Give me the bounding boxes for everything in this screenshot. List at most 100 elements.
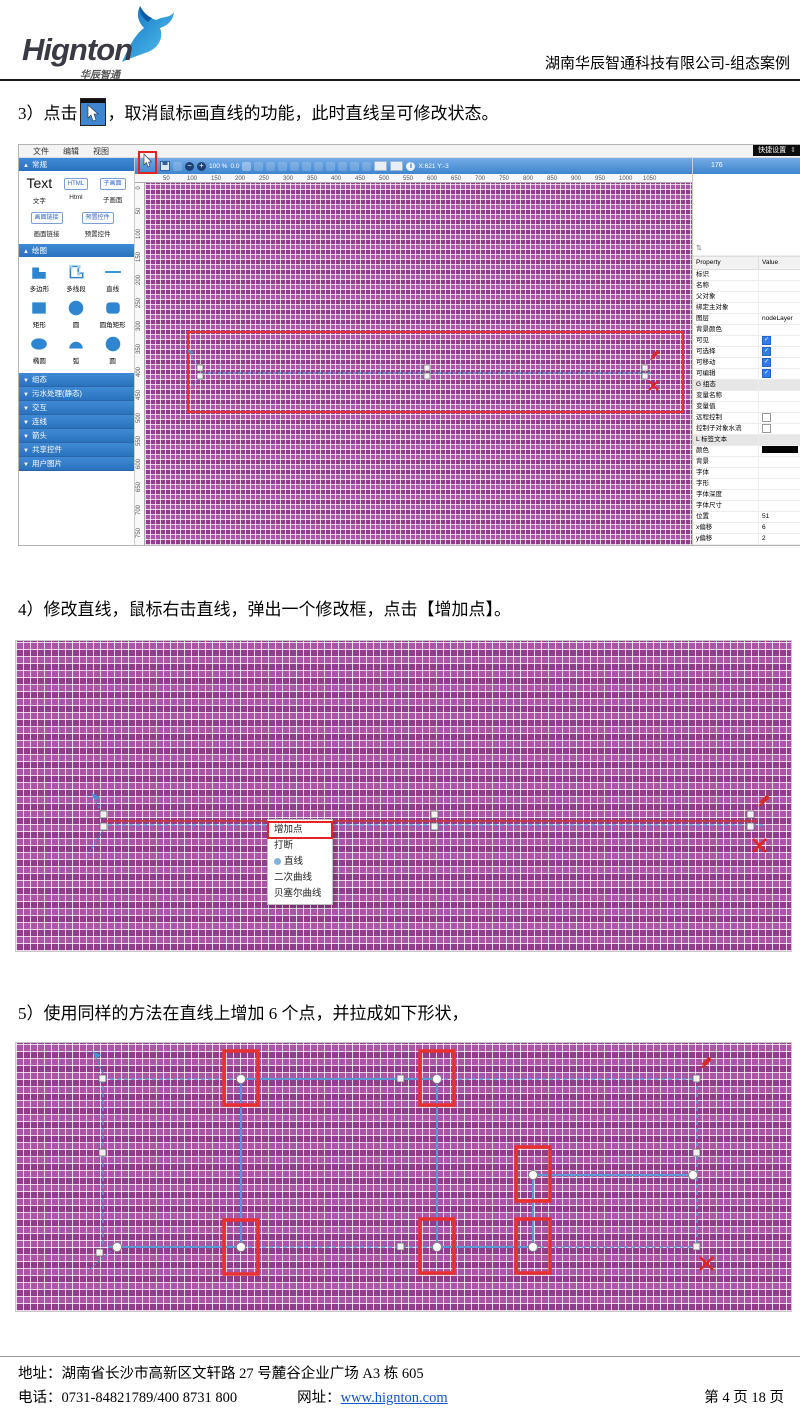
ruler-tick: 150 bbox=[211, 176, 222, 182]
website-link[interactable]: www.hignton.com bbox=[340, 1390, 448, 1406]
same-height-icon[interactable] bbox=[362, 161, 372, 171]
align-left-icon[interactable] bbox=[278, 161, 288, 171]
save-icon[interactable] bbox=[160, 161, 170, 171]
rect-icon bbox=[32, 302, 47, 314]
ruler-tick: 250 bbox=[136, 298, 142, 309]
angle-value: 0.0 bbox=[230, 162, 240, 170]
collapse-icon: ▼ bbox=[23, 420, 29, 426]
vertical-ruler: 0 50 100 150 200 250 300 350 400 450 500 550 600 650 7… bbox=[135, 183, 145, 545]
checkbox[interactable]: ✓ bbox=[762, 347, 771, 356]
logo-subtext: 华辰智通 bbox=[80, 70, 120, 81]
context-menu-item[interactable]: 打断 bbox=[274, 840, 294, 851]
zoom-out-icon[interactable]: − bbox=[185, 161, 194, 171]
sort-icon[interactable]: ⇅ bbox=[693, 243, 800, 256]
collapse-icon: ▼ bbox=[23, 392, 29, 398]
panel-section-collapsed[interactable]: ▼ 箭头 bbox=[19, 429, 134, 443]
ruler-tick: 700 bbox=[136, 505, 142, 516]
quick-settings-tab[interactable]: 快捷设置 ⇕ bbox=[753, 145, 800, 156]
property-row: 字体尺寸 bbox=[693, 501, 800, 512]
panel-section-collapsed[interactable]: ▼ 共享控件 bbox=[19, 443, 134, 457]
step4-text: 4）修改直线，鼠标右击直线，弹出一个修改框，点击【增加点】。 bbox=[18, 600, 511, 619]
context-menu-item[interactable]: 增加点 bbox=[267, 821, 333, 839]
panel-section-collapsed[interactable]: ▼ 交互 bbox=[19, 401, 134, 415]
tool-html[interactable]: HTML Html bbox=[58, 175, 95, 205]
checkbox[interactable] bbox=[762, 413, 771, 422]
context-menu-item[interactable]: 直线 bbox=[268, 854, 332, 870]
panel-section-collapsed[interactable]: ▼ 用户图片 bbox=[19, 457, 134, 471]
shape-circle2[interactable]: 圆 bbox=[94, 335, 131, 365]
ruler-tick: 350 bbox=[136, 344, 142, 355]
property-row: 颜色 bbox=[693, 446, 800, 457]
property-row: 图层 nodeLayer bbox=[693, 314, 800, 325]
tool-palette: ▲ 常规 Text 文字 HTML Html 子画面 子画面 bbox=[19, 158, 135, 545]
image-icon[interactable] bbox=[374, 161, 388, 171]
property-row: 字形 bbox=[693, 479, 800, 490]
collapse-icon: ▼ bbox=[23, 406, 29, 412]
grid-icon[interactable] bbox=[242, 161, 252, 171]
ruler-tick: 550 bbox=[136, 436, 142, 447]
tool-text[interactable]: Text 文字 bbox=[26, 175, 53, 205]
ruler-tick: 500 bbox=[136, 413, 142, 424]
menu-编辑[interactable]: 编辑 bbox=[63, 147, 79, 156]
cursor-tool-button[interactable] bbox=[142, 153, 153, 168]
arc-icon bbox=[69, 341, 83, 349]
tool-subscreen[interactable]: 子画面 子画面 bbox=[94, 175, 131, 205]
horizontal-ruler: 50 100 150 200 250 300 350 400 450 500 550 600 650 70… bbox=[135, 174, 692, 183]
ruler-tick: 0 bbox=[136, 186, 142, 190]
align-right-icon[interactable] bbox=[302, 161, 312, 171]
shape-circle[interactable]: 圆 bbox=[58, 299, 95, 329]
shape-polygon[interactable]: 多边形 bbox=[21, 263, 58, 293]
checkbox[interactable] bbox=[762, 424, 771, 433]
antelope-logo-icon bbox=[122, 6, 174, 62]
shape-ellipse[interactable]: 椭圆 bbox=[21, 335, 58, 365]
ruler-tick: 50 bbox=[136, 207, 142, 215]
menu-视图[interactable]: 视图 bbox=[93, 147, 109, 156]
circle-icon bbox=[105, 336, 120, 352]
checkbox[interactable]: ✓ bbox=[762, 369, 771, 378]
cursor-tool-icon bbox=[79, 98, 106, 126]
cursor-tool-highlight bbox=[138, 151, 157, 174]
background-image-icon[interactable] bbox=[390, 161, 404, 171]
undo-icon[interactable] bbox=[173, 161, 182, 171]
ruler-tick: 450 bbox=[136, 390, 142, 401]
align-middle-icon[interactable] bbox=[326, 161, 336, 171]
tool-preset-control[interactable]: 预置控件 预置控件 bbox=[72, 209, 123, 238]
align-bottom-icon[interactable] bbox=[338, 161, 348, 171]
shape-rect[interactable]: 矩形 bbox=[21, 299, 58, 329]
tool-screen-link[interactable]: 画面链接 画面链接 bbox=[21, 209, 72, 238]
highlight-boxes bbox=[222, 1049, 552, 1276]
panel-section-collapsed[interactable]: ▼ 连线 bbox=[19, 415, 134, 429]
shape-roundrect[interactable]: 圆角矩形 bbox=[94, 299, 131, 329]
info-icon[interactable]: i bbox=[406, 161, 416, 171]
pencil-icon bbox=[650, 350, 660, 360]
step5-text: 5）使用同样的方法在直线上增加 6 个点，并拉成如下形状， bbox=[18, 1004, 469, 1023]
property-row: 可移动 ✓ bbox=[693, 358, 800, 369]
color-swatch[interactable] bbox=[762, 446, 798, 453]
context-menu-item[interactable]: 二次曲线 bbox=[274, 872, 313, 883]
menu-文件[interactable]: 文件 bbox=[33, 147, 49, 156]
section-draw[interactable]: ▲ 绘图 bbox=[19, 244, 134, 257]
shape-line[interactable]: 直线 bbox=[94, 263, 131, 293]
panel-section-collapsed[interactable]: ▼ 污水处理(静态) bbox=[19, 387, 134, 401]
delete-x-icon bbox=[752, 838, 767, 853]
shape-polyline[interactable]: 多线段 bbox=[58, 263, 95, 293]
align-top-icon[interactable] bbox=[314, 161, 324, 171]
same-width-icon[interactable] bbox=[350, 161, 360, 171]
checkbox[interactable]: ✓ bbox=[762, 358, 771, 367]
pencil-icon bbox=[700, 1056, 712, 1069]
panel-section-collapsed[interactable]: ▼ 组态 bbox=[19, 373, 134, 387]
ruler-tick: 150 bbox=[136, 252, 142, 263]
align-center-icon[interactable] bbox=[290, 161, 300, 171]
section-general[interactable]: ▲ 常规 bbox=[19, 158, 134, 171]
paste-icon[interactable] bbox=[266, 161, 276, 171]
context-menu-item[interactable]: 贝塞尔曲线 bbox=[274, 888, 322, 899]
shape-arc[interactable]: 弧 bbox=[58, 335, 95, 365]
property-row: 字体深度 bbox=[693, 490, 800, 501]
context-menu: 增加点 打断直线二次曲线贝塞尔曲线 bbox=[267, 819, 333, 905]
page-footer: 地址：湖南省长沙市高新区文轩路 27 号麓谷企业广场 A3 栋 605 电话：0… bbox=[18, 1362, 784, 1410]
ruler-tick: 300 bbox=[136, 321, 142, 332]
checkbox[interactable]: ✓ bbox=[762, 336, 771, 345]
copy-icon[interactable] bbox=[254, 161, 264, 171]
design-canvas[interactable] bbox=[145, 183, 692, 545]
zoom-in-icon[interactable]: + bbox=[197, 161, 206, 171]
